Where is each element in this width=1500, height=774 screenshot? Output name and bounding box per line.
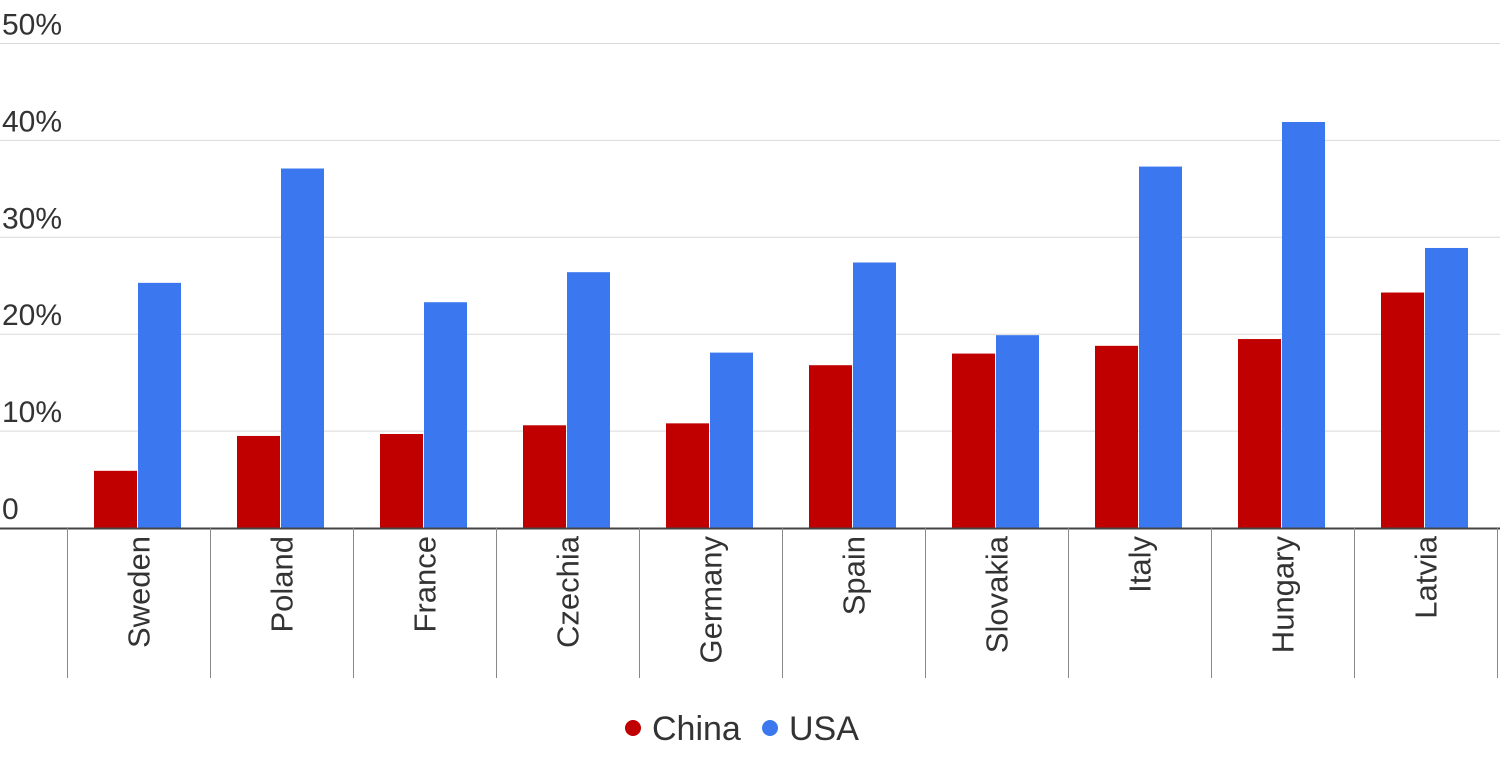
bar-china-spain — [809, 365, 852, 528]
bar-usa-czechia — [567, 272, 610, 528]
bar-china-latvia — [1381, 292, 1424, 528]
legend-marker-usa — [762, 720, 778, 736]
y-tick-label: 30% — [2, 202, 62, 235]
bar-usa-hungary — [1282, 121, 1325, 528]
bar-china-sweden — [94, 470, 137, 528]
y-tick-label: 40% — [2, 105, 62, 138]
bar-china-germany — [666, 423, 709, 528]
y-tick-label: 20% — [2, 299, 62, 332]
y-tick-label: 50% — [2, 9, 62, 42]
x-tick-label: France — [408, 536, 443, 632]
bar-china-hungary — [1238, 339, 1281, 528]
bar-china-france — [380, 434, 423, 528]
bar-china-slovakia — [952, 353, 995, 528]
y-tick-label: 10% — [2, 396, 62, 429]
legend-marker-china — [625, 720, 641, 736]
bar-usa-france — [424, 302, 467, 528]
x-tick-label: Germany — [694, 536, 729, 664]
x-tick-labels: Sweden Poland France Czechia Germany Spain Slo… — [122, 535, 1444, 663]
bar-usa-slovakia — [996, 335, 1039, 528]
bars — [94, 121, 1468, 529]
bar-china-poland — [237, 435, 280, 528]
bar-china-czechia — [523, 425, 566, 528]
y-tick-label: 0 — [2, 493, 19, 526]
axes — [0, 527, 1500, 678]
bar-usa-italy — [1139, 166, 1182, 529]
x-tick-label: Slovakia — [980, 535, 1015, 653]
x-tick-label: Latvia — [1409, 535, 1444, 618]
bar-usa-spain — [853, 262, 896, 528]
legend-label-usa: USA — [789, 710, 859, 748]
x-tick-label: Italy — [1123, 536, 1158, 593]
bar-usa-poland — [281, 168, 324, 528]
x-tick-label: Sweden — [122, 536, 157, 648]
bar-china-italy — [1095, 345, 1138, 528]
bar-usa-sweden — [138, 282, 181, 528]
x-tick-label: Poland — [265, 536, 300, 633]
y-tick-labels: 0 10% 20% 30% 40% 50% — [2, 9, 62, 527]
x-tick-label: Hungary — [1266, 536, 1301, 654]
bar-usa-germany — [710, 352, 753, 528]
legend-label-china: China — [652, 710, 741, 748]
x-tick-label: Spain — [837, 536, 872, 615]
legend: China USA — [625, 710, 859, 748]
x-tick-label: Czechia — [551, 535, 586, 648]
bar-usa-latvia — [1425, 247, 1468, 529]
